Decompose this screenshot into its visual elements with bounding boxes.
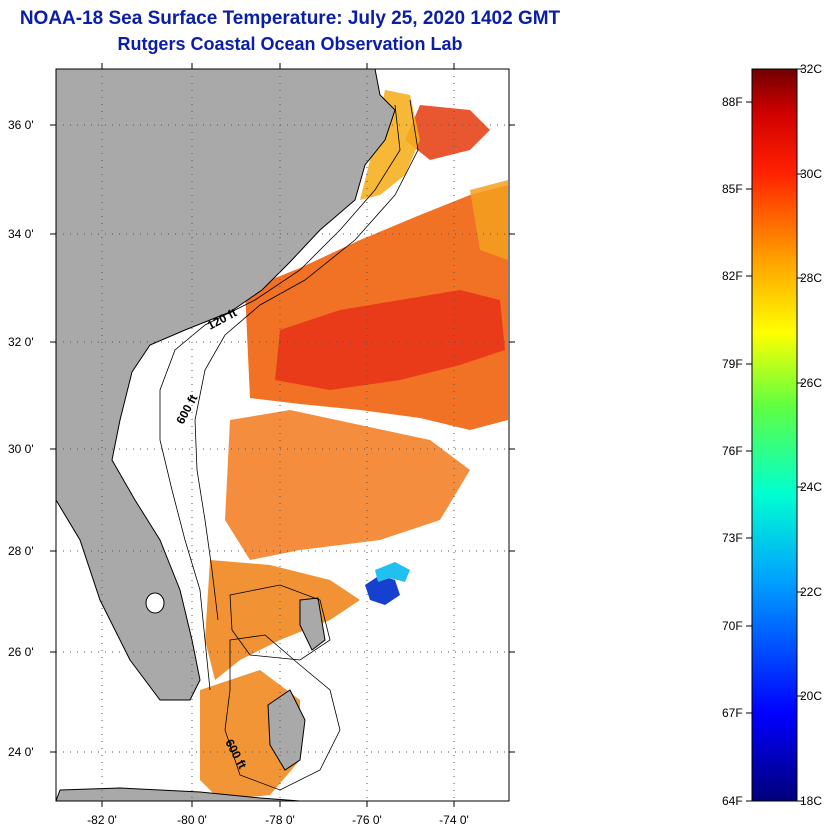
andros-island (267, 689, 306, 771)
sst-patch-cool-edge (375, 562, 410, 582)
sst-patch-south (205, 560, 360, 680)
sst-patch-cape (360, 90, 420, 200)
sst-patch-hot (275, 290, 505, 390)
lat-label-28: 28 0' (8, 544, 34, 558)
lon-label-78: -78 0' (265, 813, 295, 827)
colorbar-ticks (746, 68, 803, 802)
sst-patch-lower (225, 410, 470, 560)
celsius-label-30: 30C (800, 167, 822, 181)
lat-label-32: 32 0' (8, 335, 34, 349)
map-title: NOAA-18 Sea Surface Temperature: July 25… (19, 8, 561, 29)
axis-ticks (50, 63, 515, 807)
fahrenheit-label-70: 70F (722, 619, 743, 633)
fahrenheit-label-76: 76F (722, 444, 743, 458)
sst-data (200, 90, 508, 800)
fahrenheit-label-73: 73F (722, 531, 743, 545)
contour-120ft (159, 104, 401, 691)
fahrenheit-label-79: 79F (722, 357, 743, 371)
map-subtitle: Rutgers Coastal Ocean Observation Lab (117, 34, 463, 54)
latitude-labels: 36 0' 34 0' 32 0' 30 0' 28 0' 26 0' 24 0… (8, 118, 34, 759)
lon-label-80: -80 0' (177, 813, 207, 827)
celsius-label-20: 20C (800, 689, 822, 703)
longitude-labels: -82 0' -80 0' -78 0' -76 0' -74 0' (87, 813, 469, 827)
contour-bahamas (224, 634, 341, 791)
cuba-coast (56, 787, 301, 801)
fahrenheit-label-88: 88F (722, 95, 743, 109)
sst-patch-cool (365, 575, 400, 605)
fahrenheit-label-67: 67F (722, 706, 743, 720)
bathymetry-contours (159, 99, 419, 791)
southeast-us-land (56, 69, 396, 701)
contour-bahamas-outer (229, 584, 331, 661)
lat-label-24: 24 0' (8, 745, 34, 759)
celsius-label-32: 32C (800, 62, 822, 76)
sst-patch-gulf-stream (470, 180, 508, 260)
lat-label-36: 36 0' (8, 118, 34, 132)
lon-label-82: -82 0' (87, 813, 117, 827)
celsius-label-26: 26C (800, 376, 822, 390)
fahrenheit-label-82: 82F (722, 269, 743, 283)
grid (56, 69, 509, 801)
contour-600ft (194, 99, 419, 621)
lat-label-34: 34 0' (8, 227, 34, 241)
celsius-label-28: 28C (800, 271, 822, 285)
fahrenheit-label-64: 64F (722, 794, 743, 808)
lon-label-74: -74 0' (439, 813, 469, 827)
lon-label-76: -76 0' (352, 813, 382, 827)
land (56, 69, 396, 801)
lake-okeechobee (145, 592, 165, 614)
celsius-label-24: 24C (800, 480, 822, 494)
celsius-label-18: 18C (800, 794, 822, 808)
colorbar: 32C 30C 28C 26C 24C 22C 20C 18C 88F 85F … (722, 62, 822, 808)
fahrenheit-label-85: 85F (722, 182, 743, 196)
celsius-label-22: 22C (800, 585, 822, 599)
sst-patch-northeast (405, 105, 490, 160)
lat-label-30: 30 0' (8, 442, 34, 456)
lat-label-26: 26 0' (8, 645, 34, 659)
colorbar-gradient (751, 68, 798, 802)
